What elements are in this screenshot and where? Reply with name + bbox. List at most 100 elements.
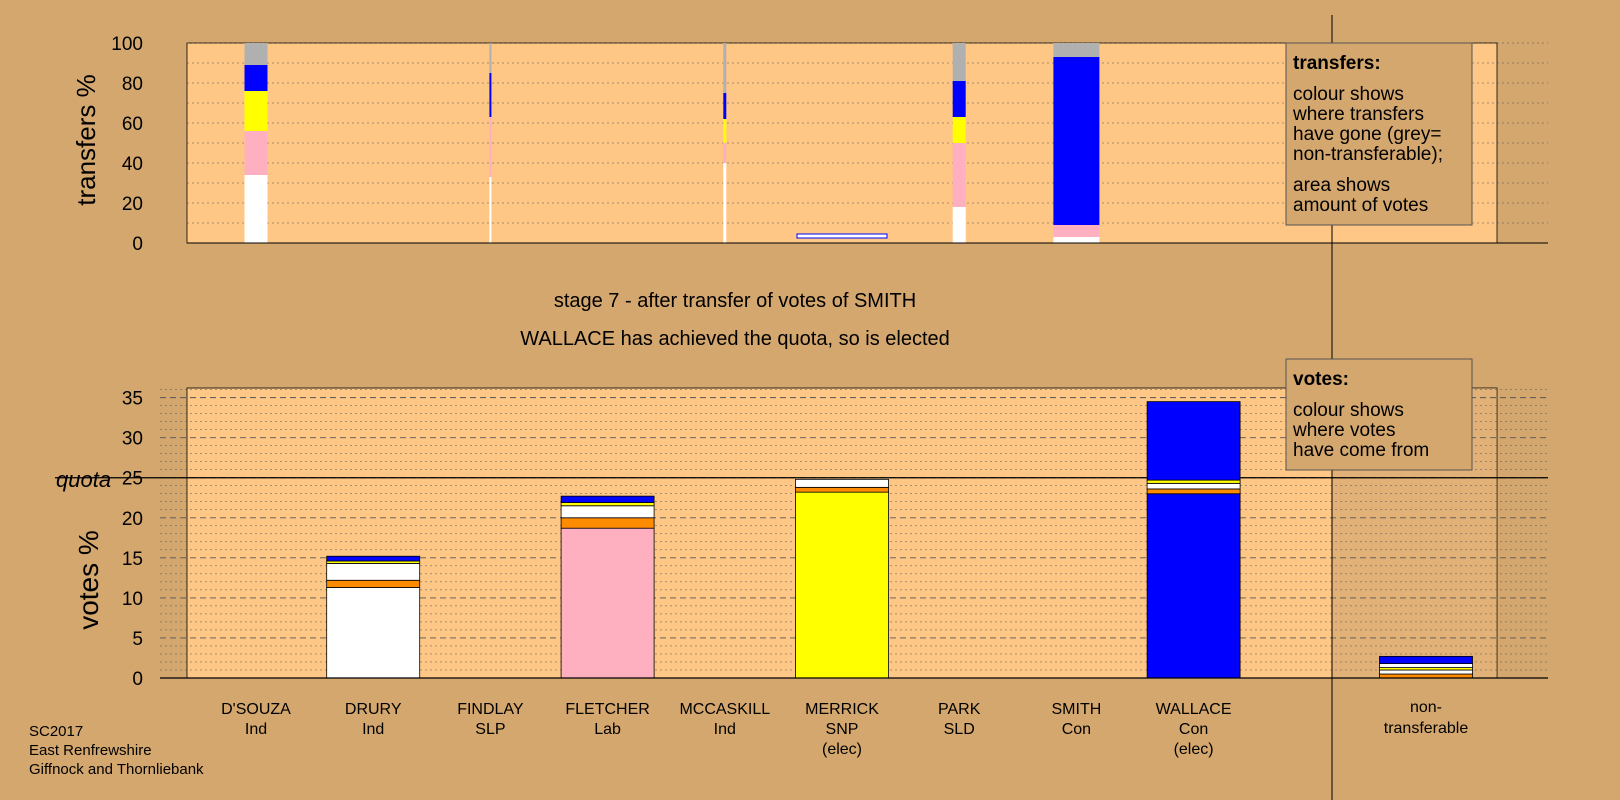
votes-tick-label: 25 <box>122 469 143 490</box>
candidate-name: D'SOUZA <box>221 701 291 718</box>
vote-segment <box>326 587 421 679</box>
transfers-bars <box>244 43 1100 243</box>
transfers-legend-text: area shows <box>1293 175 1390 196</box>
transfer-segment <box>1053 237 1100 243</box>
elected-note: WALLACE has achieved the quota, so is el… <box>520 328 950 350</box>
votes-tick-label: 0 <box>132 669 143 690</box>
transfer-segment <box>1053 225 1100 237</box>
votes-legend-title: votes: <box>1293 369 1349 390</box>
votes-legend-box <box>1285 358 1473 471</box>
candidate-labels: D'SOUZA Ind DRURY Ind FINDLAY SLP FLETCHER Lab M… <box>221 699 1468 758</box>
candidate-party: Ind <box>362 721 384 738</box>
transfer-segment <box>489 43 492 73</box>
nontransferable-segment <box>1379 673 1473 679</box>
footer-election: SC2017 <box>29 723 83 740</box>
vote-segment <box>795 486 889 493</box>
vote-segment <box>560 495 655 503</box>
vote-segment <box>1146 479 1241 484</box>
transfers-legend-title: transfers: <box>1293 53 1381 74</box>
candidate-party: Con <box>1179 721 1208 738</box>
votes-tick-label: 15 <box>122 549 143 570</box>
transfer-segment <box>952 117 966 143</box>
transfer-segment <box>952 81 966 117</box>
candidate-name: PARK <box>938 701 981 718</box>
transfer-segment <box>952 43 966 81</box>
candidate-name: WALLACE <box>1156 701 1232 718</box>
transfer-segment <box>723 143 727 163</box>
transfers-tick-label: 0 <box>132 234 143 255</box>
vote-segment <box>560 517 655 529</box>
candidate-elected-mark: (elec) <box>822 741 862 758</box>
transfer-segment <box>489 117 492 177</box>
votes-legend-text: colour shows <box>1293 400 1404 421</box>
candidate-name: FLETCHER <box>565 701 649 718</box>
candidate-party: Con <box>1062 721 1091 738</box>
votes-tick-label: 10 <box>122 589 143 610</box>
quota-label: quota <box>56 467 111 492</box>
transfer-segment <box>723 163 727 243</box>
transfer-segment <box>952 207 966 243</box>
vote-segment <box>326 579 421 588</box>
footer-ward: Giffnock and Thornliebank <box>29 761 204 778</box>
nontransferable-segment <box>1379 663 1473 668</box>
transfer-segment <box>244 43 268 65</box>
transfers-legend-text: where transfers <box>1292 104 1424 125</box>
votes-tick-label: 20 <box>122 509 143 530</box>
candidate-party: SNP <box>826 721 859 738</box>
transfer-segment <box>244 91 268 131</box>
transfer-segment <box>489 177 492 243</box>
votes-tick-label: 35 <box>122 389 143 410</box>
transfer-segment <box>723 43 727 93</box>
candidate-name: MERRICK <box>805 701 879 718</box>
transfers-legend-text: amount of votes <box>1293 195 1428 216</box>
vote-segment <box>326 563 421 581</box>
transfers-tick-label: 40 <box>122 154 143 175</box>
transfer-segment <box>244 131 268 175</box>
candidate-elected-mark: (elec) <box>1174 741 1214 758</box>
vote-segment <box>1146 488 1241 495</box>
vote-segment <box>560 502 655 507</box>
candidate-party: Ind <box>714 721 736 738</box>
transfer-segment <box>244 175 268 243</box>
transfers-tick-label: 100 <box>111 34 143 55</box>
vote-segment <box>795 478 889 488</box>
votes-y-ticks: 0 5 10 15 20 25 30 35 <box>122 389 143 690</box>
vote-segment <box>795 491 889 679</box>
votes-y-label: votes % <box>73 530 104 630</box>
transfer-segment <box>723 93 727 119</box>
transfers-tick-label: 20 <box>122 194 143 215</box>
votes-bars <box>326 401 1473 679</box>
nontransferable-segment <box>1379 669 1473 675</box>
vote-segment <box>560 505 655 519</box>
transfers-grid <box>187 42 1548 224</box>
transfer-segment <box>244 65 268 91</box>
transfers-legend-text: have gone (grey= <box>1293 124 1441 145</box>
transfer-segment <box>1053 57 1100 225</box>
transfer-segment <box>952 143 966 207</box>
transfer-segment <box>796 233 888 239</box>
footer-council: East Renfrewshire <box>29 742 152 759</box>
vote-segment <box>1146 401 1241 481</box>
candidate-party: SLD <box>944 721 975 738</box>
votes-legend-text: have come from <box>1293 440 1429 461</box>
transfers-legend-box <box>1285 42 1473 226</box>
vote-segment <box>560 527 655 679</box>
footer: SC2017 East Renfrewshire Giffnock and Th… <box>29 723 204 778</box>
candidate-name: SMITH <box>1052 701 1102 718</box>
transfers-y-ticks: 0 20 40 60 80 100 <box>111 34 143 255</box>
transfers-legend-text: non-transferable); <box>1293 144 1443 165</box>
vote-segment <box>326 555 421 562</box>
transfer-segment <box>489 73 492 117</box>
candidate-party: Ind <box>245 721 267 738</box>
nontransferable-label: non- <box>1410 699 1442 716</box>
transfers-legend-text: colour shows <box>1293 84 1404 105</box>
votes-tick-label: 30 <box>122 429 143 450</box>
candidate-name: DRURY <box>345 701 402 718</box>
votes-legend-text: where votes <box>1292 420 1395 441</box>
transfers-tick-label: 80 <box>122 74 143 95</box>
candidate-name: FINDLAY <box>457 701 524 718</box>
transfers-panel: 0 20 40 60 80 100 transfers % <box>71 34 1548 255</box>
